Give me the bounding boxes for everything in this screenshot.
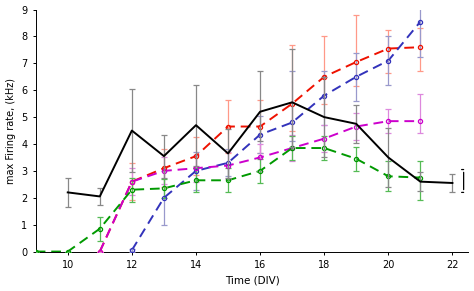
Y-axis label: max Firing rate, (kHz): max Firing rate, (kHz): [6, 78, 16, 184]
X-axis label: Time (DIV): Time (DIV): [225, 276, 280, 285]
